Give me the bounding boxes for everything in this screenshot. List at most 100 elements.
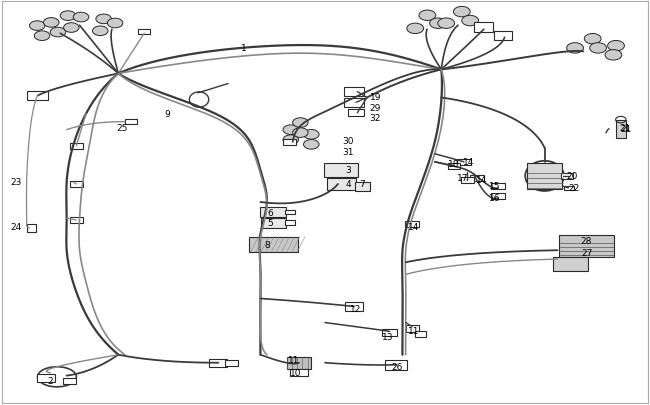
- Text: 26: 26: [392, 362, 403, 371]
- FancyBboxPatch shape: [616, 121, 626, 139]
- Circle shape: [608, 41, 625, 52]
- Text: 17: 17: [457, 174, 468, 183]
- Circle shape: [407, 24, 424, 34]
- Text: 6: 6: [267, 208, 273, 217]
- Circle shape: [292, 128, 308, 138]
- FancyBboxPatch shape: [225, 360, 238, 366]
- FancyBboxPatch shape: [64, 378, 76, 384]
- Text: 21: 21: [619, 124, 631, 133]
- FancyBboxPatch shape: [348, 110, 364, 117]
- Text: 2: 2: [47, 376, 53, 386]
- FancyBboxPatch shape: [552, 258, 588, 272]
- FancyBboxPatch shape: [70, 143, 83, 149]
- Circle shape: [304, 140, 319, 150]
- Text: 7: 7: [359, 180, 365, 189]
- Text: 27: 27: [582, 248, 593, 257]
- Text: 12: 12: [350, 304, 361, 313]
- FancyBboxPatch shape: [37, 374, 55, 382]
- FancyBboxPatch shape: [559, 236, 614, 258]
- Circle shape: [292, 118, 308, 128]
- Text: 14: 14: [476, 176, 487, 185]
- Text: 14: 14: [463, 158, 474, 167]
- Circle shape: [29, 22, 45, 31]
- Text: 28: 28: [580, 236, 592, 245]
- FancyBboxPatch shape: [491, 183, 505, 190]
- FancyBboxPatch shape: [249, 237, 298, 252]
- Circle shape: [430, 19, 447, 29]
- FancyBboxPatch shape: [27, 224, 36, 232]
- Circle shape: [584, 34, 601, 45]
- Text: 13: 13: [382, 332, 393, 341]
- FancyBboxPatch shape: [285, 221, 295, 226]
- Circle shape: [96, 15, 111, 25]
- Text: 10: 10: [290, 369, 302, 377]
- FancyBboxPatch shape: [70, 217, 83, 224]
- Text: 14: 14: [408, 222, 420, 231]
- FancyBboxPatch shape: [125, 120, 137, 125]
- Text: 19: 19: [370, 93, 381, 102]
- FancyBboxPatch shape: [70, 181, 83, 188]
- Text: 30: 30: [342, 137, 354, 146]
- Text: 22: 22: [568, 184, 579, 193]
- Text: 1: 1: [241, 44, 247, 53]
- Text: 11: 11: [408, 326, 420, 335]
- FancyBboxPatch shape: [345, 302, 363, 311]
- FancyBboxPatch shape: [461, 177, 474, 183]
- Circle shape: [438, 19, 454, 29]
- FancyBboxPatch shape: [344, 88, 364, 97]
- Circle shape: [73, 13, 89, 23]
- FancyBboxPatch shape: [138, 30, 150, 35]
- FancyBboxPatch shape: [261, 219, 285, 228]
- FancyBboxPatch shape: [287, 357, 311, 369]
- FancyBboxPatch shape: [415, 331, 426, 337]
- Text: 29: 29: [370, 104, 381, 113]
- FancyBboxPatch shape: [285, 210, 295, 215]
- Circle shape: [283, 126, 298, 135]
- Text: 24: 24: [10, 222, 22, 231]
- Circle shape: [283, 136, 298, 145]
- FancyBboxPatch shape: [290, 369, 308, 377]
- FancyBboxPatch shape: [385, 360, 408, 370]
- FancyBboxPatch shape: [564, 186, 574, 191]
- Text: 32: 32: [370, 114, 381, 123]
- Circle shape: [567, 44, 584, 54]
- FancyBboxPatch shape: [493, 32, 512, 40]
- FancyBboxPatch shape: [470, 175, 484, 182]
- Text: 11: 11: [288, 356, 300, 364]
- FancyBboxPatch shape: [562, 174, 573, 179]
- Circle shape: [50, 28, 66, 38]
- FancyBboxPatch shape: [457, 159, 471, 166]
- Text: 23: 23: [10, 178, 22, 187]
- FancyBboxPatch shape: [324, 163, 358, 178]
- Circle shape: [605, 51, 622, 61]
- Circle shape: [462, 16, 478, 27]
- Circle shape: [590, 44, 606, 54]
- Text: 20: 20: [566, 172, 577, 181]
- FancyBboxPatch shape: [209, 359, 228, 367]
- FancyBboxPatch shape: [27, 92, 48, 101]
- FancyBboxPatch shape: [474, 23, 493, 33]
- Text: 3: 3: [345, 166, 351, 175]
- Circle shape: [64, 23, 79, 33]
- FancyBboxPatch shape: [382, 329, 396, 337]
- Circle shape: [304, 130, 319, 140]
- Text: 9: 9: [164, 110, 170, 119]
- Text: 4: 4: [345, 180, 351, 189]
- Text: 8: 8: [264, 240, 270, 249]
- FancyBboxPatch shape: [405, 222, 419, 228]
- FancyBboxPatch shape: [356, 183, 370, 192]
- Circle shape: [44, 19, 59, 28]
- Text: 21: 21: [620, 125, 632, 134]
- Text: 15: 15: [488, 182, 500, 191]
- Circle shape: [454, 7, 470, 18]
- FancyBboxPatch shape: [448, 164, 460, 169]
- Text: 18: 18: [448, 160, 460, 169]
- Text: 25: 25: [116, 124, 127, 133]
- FancyBboxPatch shape: [261, 207, 286, 218]
- Circle shape: [34, 32, 50, 41]
- FancyBboxPatch shape: [526, 164, 562, 190]
- FancyBboxPatch shape: [491, 193, 505, 200]
- FancyBboxPatch shape: [326, 179, 356, 190]
- Circle shape: [60, 12, 75, 21]
- Text: 16: 16: [488, 194, 500, 203]
